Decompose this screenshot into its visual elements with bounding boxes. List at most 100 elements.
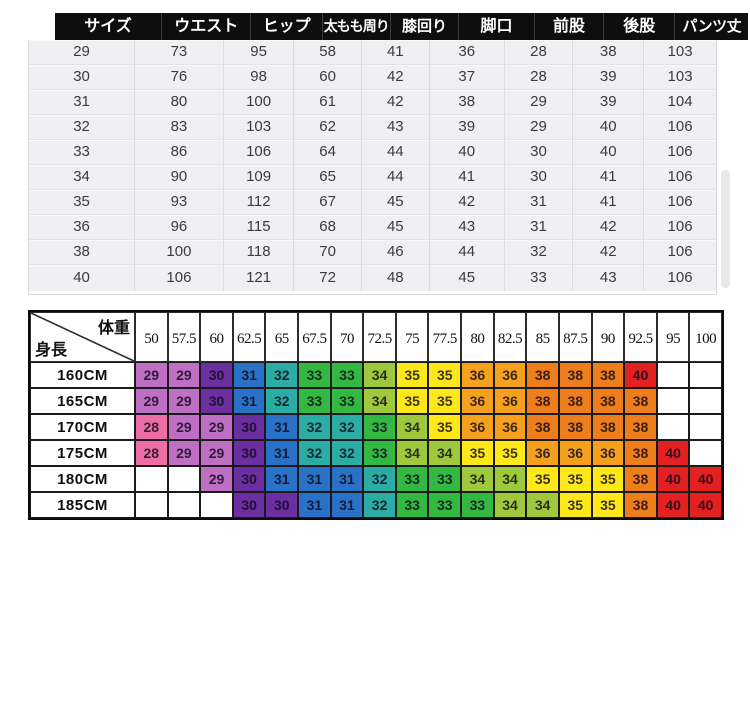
size-chart-cell: 32 bbox=[73, 118, 90, 135]
fit-cell: 29 bbox=[167, 440, 201, 466]
fit-cell: 33 bbox=[428, 492, 462, 518]
size-chart-cell: 44 bbox=[360, 140, 429, 164]
fit-cell: 36 bbox=[558, 440, 592, 466]
fit-matrix-row: 175CM 28 29 29 30 31 32 32 33 34 34 35 35 36 36 36 38 40 bbox=[30, 440, 722, 466]
size-chart-cell: 41 bbox=[428, 165, 504, 189]
size-chart-cell: 58 bbox=[293, 40, 360, 64]
size-chart-cell: 83 bbox=[134, 115, 223, 139]
weight-header-cell: 77.5 bbox=[428, 312, 462, 362]
size-chart-cell: 73 bbox=[134, 40, 223, 64]
fit-cell: 32 bbox=[265, 362, 299, 388]
size-chart-cell: 35 bbox=[73, 193, 90, 210]
size-chart-cell: 103 bbox=[643, 65, 716, 89]
size-chart-cell: 45 bbox=[360, 215, 429, 239]
size-chart-cell: 106 bbox=[643, 165, 716, 189]
fit-cell: 36 bbox=[461, 388, 494, 414]
size-chart-header-cell: 後股 bbox=[603, 13, 674, 40]
fit-cell: 33 bbox=[298, 362, 331, 388]
size-chart-cell: 36 bbox=[73, 218, 90, 235]
size-chart-cell: 29 bbox=[73, 43, 90, 60]
size-chart-cell: 65 bbox=[293, 165, 360, 189]
fit-cell: 35 bbox=[428, 388, 462, 414]
size-chart-cell: 45 bbox=[360, 190, 429, 214]
size-chart-cell: 29 bbox=[503, 115, 573, 139]
fit-cell: 38 bbox=[624, 466, 657, 492]
fit-cell: 35 bbox=[558, 492, 592, 518]
fit-matrix-table: 体重 身長 50 57.5 60 62.5 65 67.5 70 72.5 75 77.5 80 82… bbox=[28, 310, 724, 520]
fit-cell: 40 bbox=[656, 440, 690, 466]
size-chart-cell: 109 bbox=[222, 165, 294, 189]
size-chart-cell: 42 bbox=[572, 240, 643, 264]
fit-cell: 38 bbox=[526, 388, 559, 414]
size-chart-cell: 32 bbox=[503, 240, 573, 264]
size-chart-cell: 33 bbox=[503, 265, 573, 291]
fit-cell: 35 bbox=[428, 362, 462, 388]
corner-height-label: 身長 bbox=[35, 342, 68, 359]
fit-cell: 35 bbox=[526, 466, 559, 492]
fit-cell: 33 bbox=[363, 440, 396, 466]
weight-header-cell: 65 bbox=[265, 312, 299, 362]
size-chart-cell: 41 bbox=[572, 190, 643, 214]
size-chart-cell: 96 bbox=[134, 215, 223, 239]
weight-header-cell: 80 bbox=[461, 312, 494, 362]
fit-cell bbox=[200, 492, 233, 518]
fit-cell: 29 bbox=[167, 362, 201, 388]
size-chart-cell: 60 bbox=[293, 65, 360, 89]
fit-cell: 31 bbox=[265, 440, 299, 466]
size-chart-cell: 40 bbox=[572, 115, 643, 139]
fit-cell: 31 bbox=[265, 466, 299, 492]
fit-cell: 38 bbox=[624, 388, 657, 414]
fit-cell bbox=[656, 414, 690, 440]
size-chart-cell: 103 bbox=[222, 115, 294, 139]
height-label-cell: 170CM bbox=[30, 414, 135, 440]
size-chart-cell: 31 bbox=[73, 93, 90, 110]
fit-cell: 38 bbox=[558, 414, 592, 440]
size-chart-cell: 33 bbox=[73, 143, 90, 160]
fit-cell: 38 bbox=[526, 362, 559, 388]
fit-cell: 36 bbox=[461, 362, 494, 388]
size-chart-cell: 61 bbox=[293, 90, 360, 114]
fit-cell: 40 bbox=[689, 466, 722, 492]
fit-cell: 30 bbox=[232, 492, 266, 518]
fit-matrix-row: 170CM 28 29 29 30 31 32 32 33 34 35 36 36 38 38 38 38 bbox=[30, 414, 722, 440]
size-chart-cell: 106 bbox=[643, 190, 716, 214]
weight-header-cell: 70 bbox=[330, 312, 364, 362]
fit-cell: 36 bbox=[526, 440, 559, 466]
fit-matrix-header-row: 体重 身長 50 57.5 60 62.5 65 67.5 70 72.5 75 77.5 80 82… bbox=[30, 312, 722, 362]
fit-cell: 38 bbox=[526, 414, 559, 440]
size-chart-cell: 106 bbox=[134, 265, 223, 291]
size-chart-cell: 100 bbox=[134, 240, 223, 264]
weight-header-cell: 62.5 bbox=[232, 312, 266, 362]
size-chart-cell: 41 bbox=[360, 40, 429, 64]
size-chart-cell: 100 bbox=[222, 90, 294, 114]
size-chart-cell: 90 bbox=[134, 165, 223, 189]
fit-cell: 31 bbox=[298, 466, 331, 492]
size-chart-cell: 106 bbox=[222, 140, 294, 164]
fit-cell: 29 bbox=[135, 388, 168, 414]
size-chart-cell: 68 bbox=[293, 215, 360, 239]
fit-cell: 40 bbox=[689, 492, 722, 518]
size-chart-header-cell: 膝回り bbox=[389, 13, 459, 40]
size-chart-cell: 31 bbox=[503, 215, 573, 239]
height-label-cell: 185CM bbox=[30, 492, 135, 518]
size-chart-cell: 37 bbox=[428, 65, 504, 89]
fit-cell: 35 bbox=[461, 440, 494, 466]
fit-cell: 38 bbox=[591, 362, 625, 388]
fit-cell: 32 bbox=[298, 440, 331, 466]
fit-cell: 34 bbox=[363, 362, 396, 388]
fit-cell: 35 bbox=[591, 466, 625, 492]
fit-cell: 29 bbox=[167, 414, 201, 440]
size-chart-body: 29 73 95 58 41 36 28 38 103 30 76 98 60 42 37 28 39 103 31… bbox=[28, 40, 717, 295]
fit-cell: 38 bbox=[624, 440, 657, 466]
size-chart-cell: 48 bbox=[360, 265, 429, 291]
fit-cell: 38 bbox=[591, 414, 625, 440]
size-chart-header-cell: ヒップ bbox=[250, 13, 321, 40]
size-chart-cell: 40 bbox=[572, 140, 643, 164]
size-chart-cell: 103 bbox=[643, 40, 716, 64]
size-chart-cell: 46 bbox=[360, 240, 429, 264]
size-chart-cell: 41 bbox=[572, 165, 643, 189]
fit-cell: 28 bbox=[135, 440, 168, 466]
weight-header-cell: 87.5 bbox=[558, 312, 592, 362]
fit-cell: 33 bbox=[330, 362, 364, 388]
fit-cell: 30 bbox=[265, 492, 299, 518]
